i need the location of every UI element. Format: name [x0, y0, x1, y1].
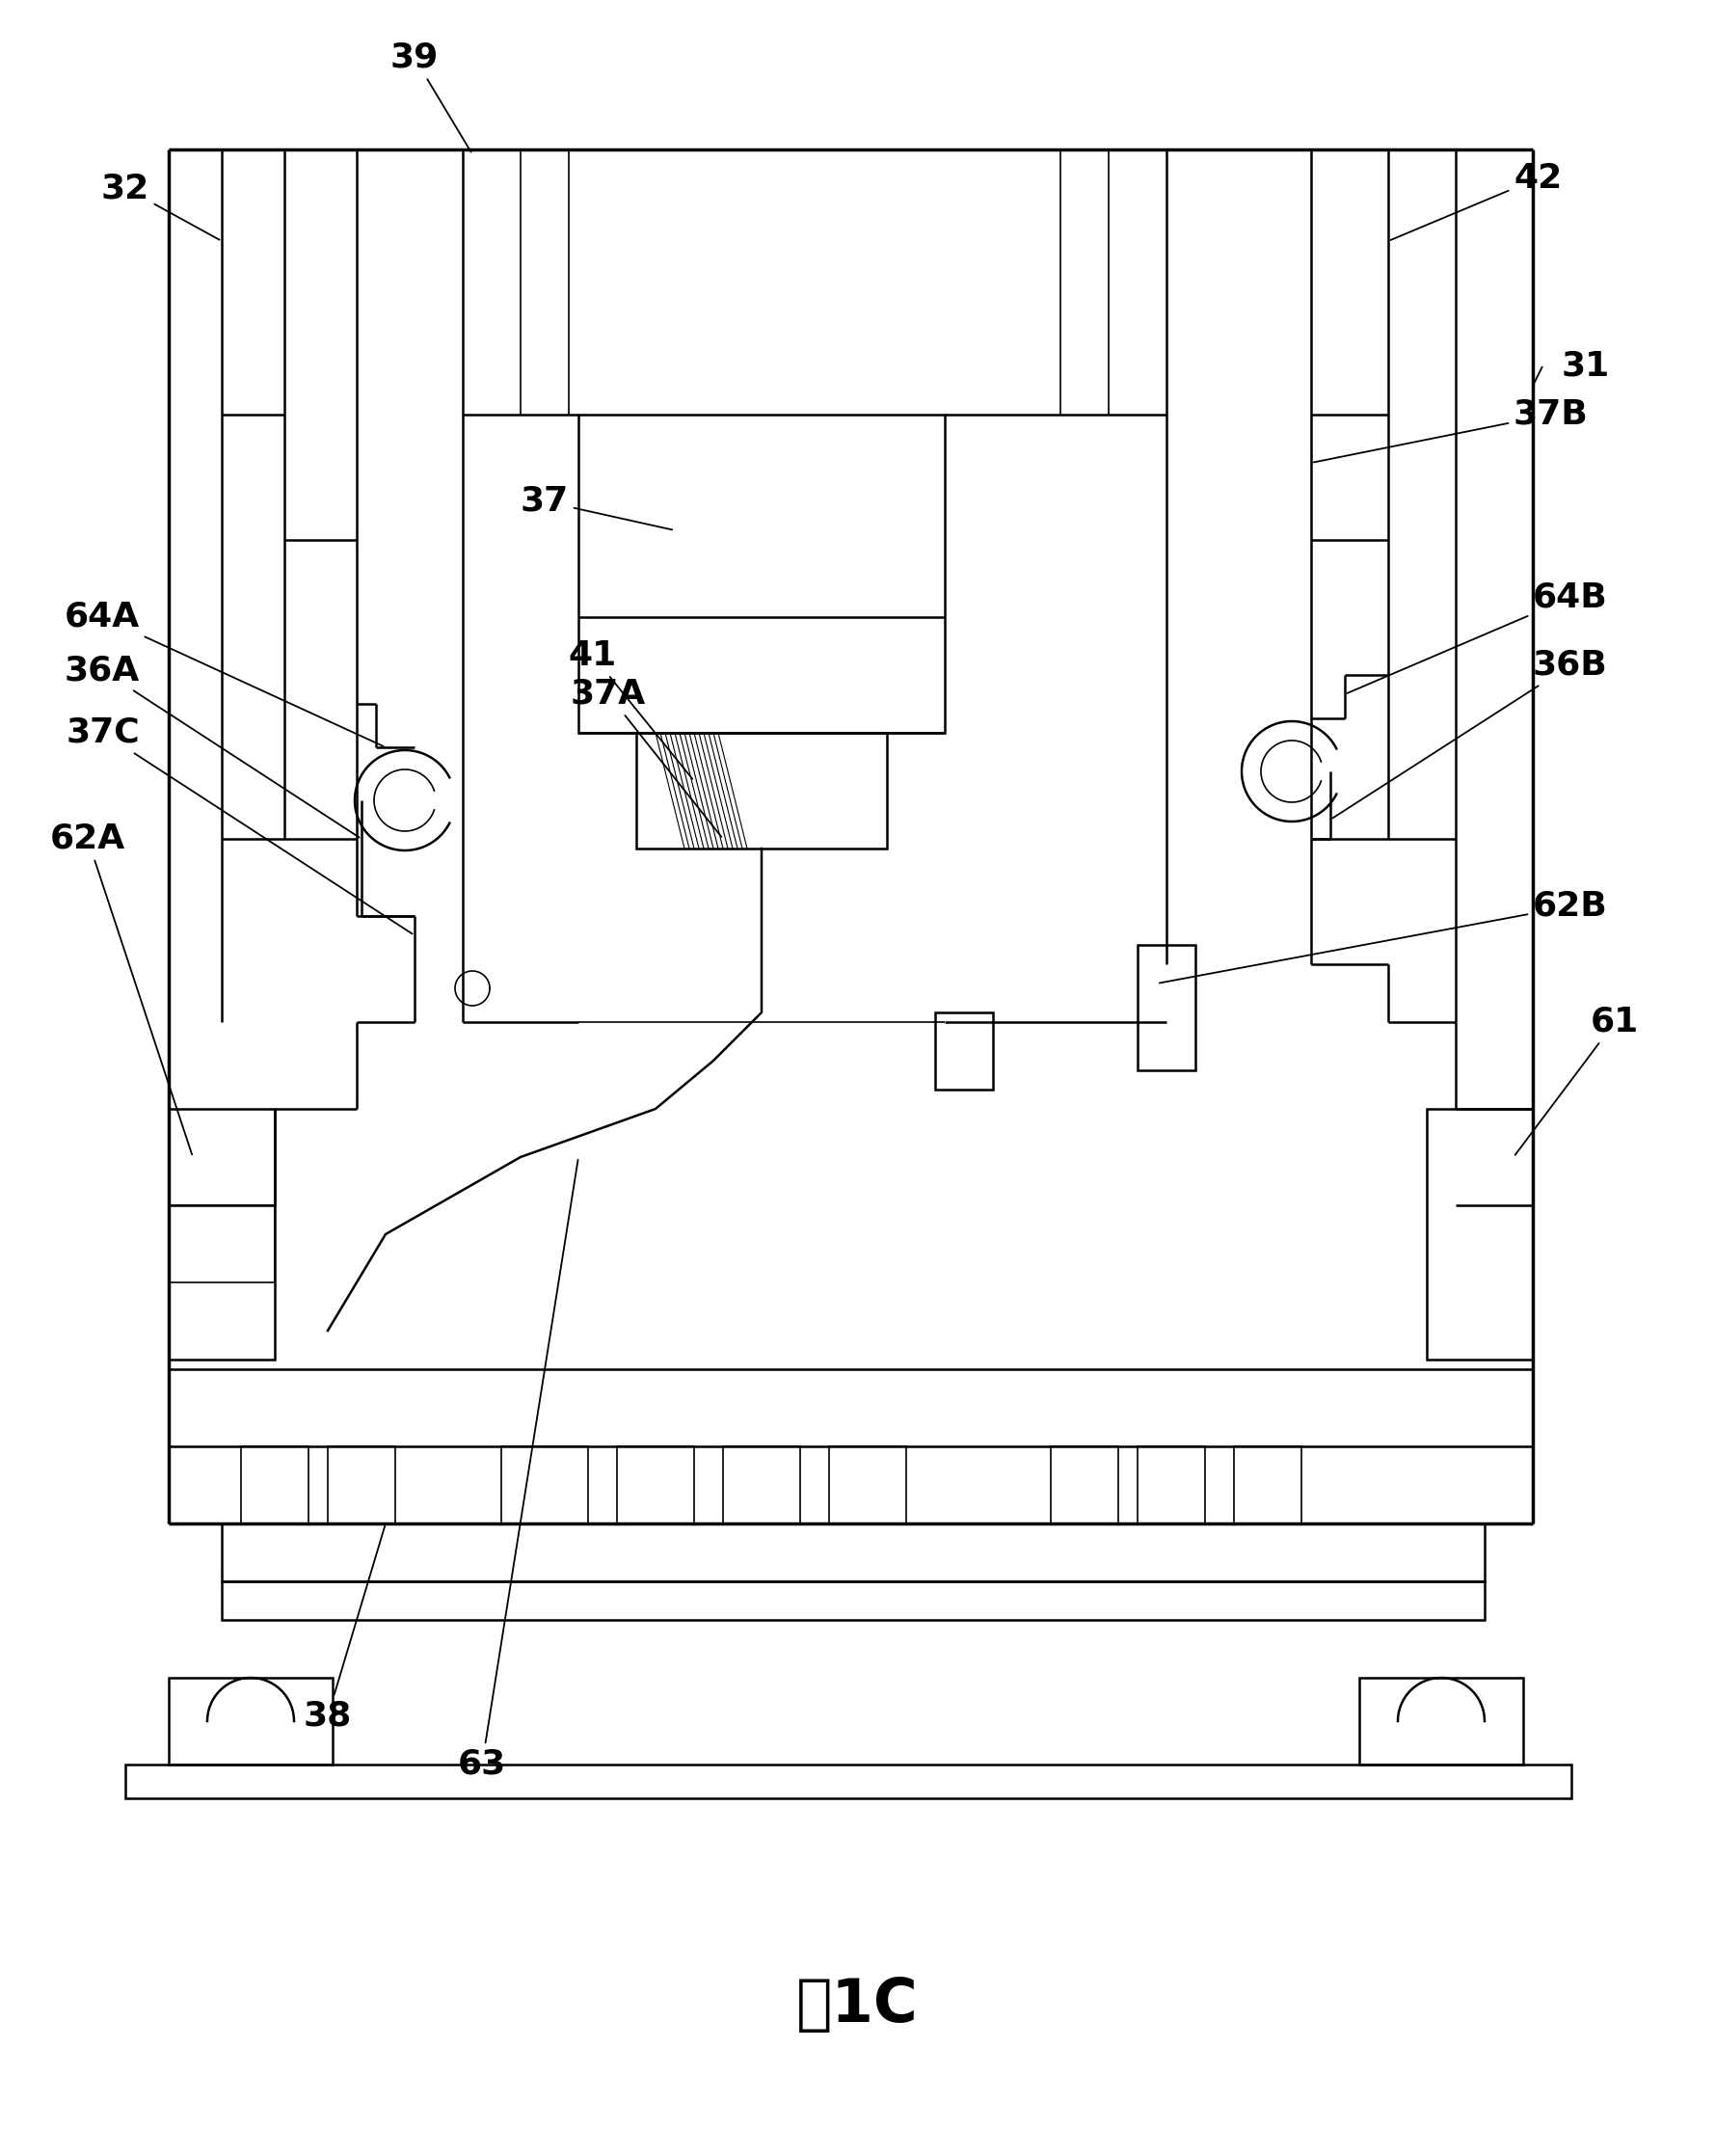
- Bar: [578, 414, 945, 733]
- Bar: [828, 1447, 906, 1524]
- Bar: [1427, 1108, 1533, 1360]
- Bar: [168, 1677, 333, 1764]
- Bar: [617, 1447, 695, 1524]
- Bar: [125, 1764, 1571, 1798]
- Text: 62A: 62A: [50, 821, 192, 1153]
- Bar: [1137, 944, 1195, 1069]
- Bar: [724, 1447, 801, 1524]
- Bar: [328, 1447, 394, 1524]
- Text: 64A: 64A: [65, 602, 382, 746]
- Text: 37A: 37A: [571, 677, 722, 837]
- Text: 42: 42: [1391, 162, 1562, 239]
- Bar: [1360, 1677, 1523, 1764]
- Bar: [1137, 1447, 1206, 1524]
- Text: 38: 38: [304, 1526, 384, 1733]
- Text: 37B: 37B: [1314, 399, 1588, 461]
- Bar: [1051, 1447, 1118, 1524]
- Bar: [501, 1447, 588, 1524]
- Text: 41: 41: [569, 640, 693, 778]
- Text: 62B: 62B: [1159, 890, 1607, 983]
- Bar: [636, 733, 887, 849]
- Bar: [221, 1524, 1485, 1580]
- Text: 61: 61: [1514, 1005, 1640, 1156]
- Text: 63: 63: [458, 1160, 578, 1781]
- Text: 图1C: 图1C: [796, 1977, 919, 2035]
- Text: 36B: 36B: [1333, 649, 1607, 817]
- Bar: [168, 1108, 274, 1360]
- Bar: [168, 1205, 274, 1283]
- Text: 32: 32: [101, 172, 220, 239]
- Text: 37C: 37C: [65, 716, 412, 934]
- Bar: [221, 1580, 1485, 1619]
- Bar: [935, 1013, 993, 1089]
- Text: 36A: 36A: [65, 653, 358, 837]
- Text: 31: 31: [1562, 349, 1610, 384]
- Text: 64B: 64B: [1348, 582, 1607, 694]
- Bar: [1235, 1447, 1302, 1524]
- Text: 39: 39: [391, 41, 472, 151]
- Text: 37: 37: [520, 485, 672, 530]
- Bar: [242, 1447, 309, 1524]
